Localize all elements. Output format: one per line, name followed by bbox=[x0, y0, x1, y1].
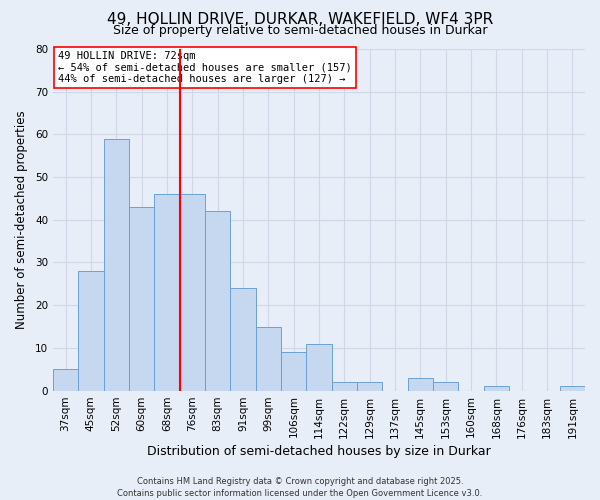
Bar bbox=[205, 211, 230, 390]
Bar bbox=[256, 326, 281, 390]
Bar bbox=[407, 378, 433, 390]
Bar bbox=[281, 352, 306, 391]
Bar bbox=[129, 207, 154, 390]
Text: Contains HM Land Registry data © Crown copyright and database right 2025.
Contai: Contains HM Land Registry data © Crown c… bbox=[118, 476, 482, 498]
Bar bbox=[306, 344, 332, 390]
Bar bbox=[560, 386, 585, 390]
Bar bbox=[484, 386, 509, 390]
Text: Size of property relative to semi-detached houses in Durkar: Size of property relative to semi-detach… bbox=[113, 24, 487, 37]
Text: 49, HOLLIN DRIVE, DURKAR, WAKEFIELD, WF4 3PR: 49, HOLLIN DRIVE, DURKAR, WAKEFIELD, WF4… bbox=[107, 12, 493, 28]
Bar bbox=[179, 194, 205, 390]
Bar bbox=[357, 382, 382, 390]
Text: 49 HOLLIN DRIVE: 72sqm
← 54% of semi-detached houses are smaller (157)
44% of se: 49 HOLLIN DRIVE: 72sqm ← 54% of semi-det… bbox=[58, 50, 352, 84]
Y-axis label: Number of semi-detached properties: Number of semi-detached properties bbox=[15, 110, 28, 329]
Bar bbox=[78, 271, 104, 390]
X-axis label: Distribution of semi-detached houses by size in Durkar: Distribution of semi-detached houses by … bbox=[147, 444, 491, 458]
Bar bbox=[433, 382, 458, 390]
Bar bbox=[154, 194, 179, 390]
Bar bbox=[230, 288, 256, 390]
Bar bbox=[53, 369, 78, 390]
Bar bbox=[332, 382, 357, 390]
Bar bbox=[104, 138, 129, 390]
